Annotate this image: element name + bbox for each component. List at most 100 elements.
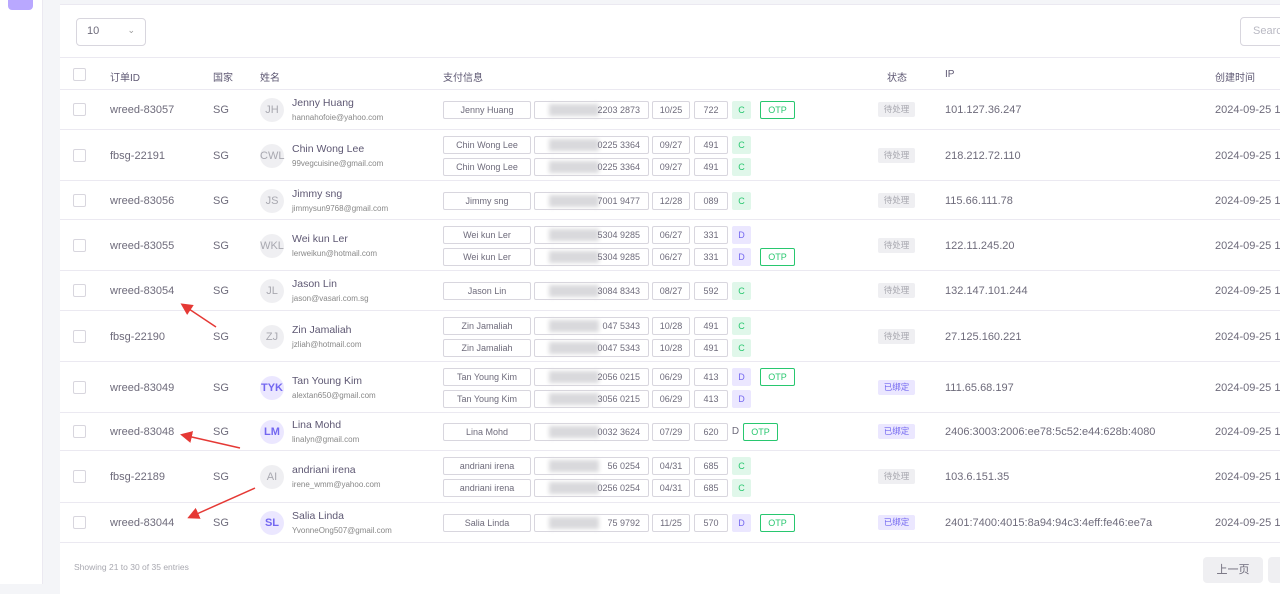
card-number: 56 0254 [534, 457, 649, 475]
payment-line: andriani irena 56 0254 04/31 685 C [60, 457, 860, 475]
customer-email: jason@vasari.com.sg [292, 294, 369, 303]
row-checkbox[interactable] [73, 470, 86, 483]
order-id[interactable]: wreed-83056 [110, 194, 175, 207]
card-expiry: 09/27 [652, 157, 690, 176]
card-expiry: 09/27 [652, 135, 690, 154]
card-holder: Chin Wong Lee [443, 157, 531, 176]
country: SG [213, 104, 229, 116]
row-checkbox[interactable] [73, 238, 86, 252]
card-holder: Wei kun Ler [443, 225, 531, 244]
avatar: JL [260, 279, 284, 303]
card-cvv: 413 [694, 367, 728, 386]
order-id[interactable]: wreed-83057 [110, 104, 175, 116]
card-cvv: 685 [694, 479, 728, 497]
order-id[interactable]: fbsg-22190 [110, 330, 166, 343]
row-checkbox[interactable] [73, 425, 86, 438]
header-order-id[interactable]: 订单ID [110, 73, 140, 84]
customer-name: Jimmy sng [292, 187, 343, 200]
card-expiry: 10/28 [652, 316, 690, 335]
header-name[interactable]: 姓名 [260, 73, 280, 84]
card-expiry: 10/28 [652, 338, 690, 357]
customer-name: Chin Wong Lee [292, 142, 365, 155]
payment-line: Wei kun Ler 5304 9285 06/27 331 D [60, 225, 860, 244]
row-checkbox[interactable] [73, 193, 86, 207]
order-id[interactable]: wreed-83049 [110, 381, 175, 394]
card-cvv: 331 [694, 247, 728, 266]
otp-badge[interactable]: OTP [760, 514, 795, 532]
header-country[interactable]: 国家 [213, 73, 233, 84]
card-number: 0225 3364 [534, 157, 649, 176]
table-row: wreed-83057 SG JH Jenny Huang hannahofoie@ya… [60, 90, 1280, 130]
otp-badge[interactable]: OTP [760, 247, 795, 266]
ip-address: 103.6.151.35 [945, 471, 1010, 483]
payment-line: Jenny Huang 2203 2873 10/25 722 C OTP [60, 101, 860, 119]
card-number-visible: 5304 9285 [597, 251, 640, 262]
header-payment[interactable]: 支付信息 [443, 73, 483, 84]
order-id[interactable]: wreed-83054 [110, 285, 175, 297]
masked-digits [549, 228, 599, 241]
card-holder: Chin Wong Lee [443, 135, 531, 154]
sidebar-button[interactable] [8, 0, 33, 10]
row-checkbox[interactable] [73, 380, 86, 394]
card-expiry: 11/25 [652, 514, 690, 532]
search-input[interactable]: Search [1240, 17, 1280, 46]
card-expiry: 08/27 [652, 282, 690, 300]
avatar: CWL [260, 143, 284, 168]
avatar: ZJ [260, 324, 284, 349]
order-id[interactable]: wreed-83048 [110, 426, 175, 438]
annotation-arrow [180, 303, 217, 328]
ip-address: 101.127.36.247 [945, 104, 1022, 116]
card-type-badge: C [732, 457, 751, 475]
table-row: fbsg-22191 SG CWL Chin Wong Lee 99vegcuisine… [60, 130, 1280, 181]
created-time: 2024-09-25 1 [1215, 104, 1280, 116]
card-expiry: 12/28 [652, 191, 690, 210]
order-id[interactable]: wreed-83044 [110, 517, 175, 529]
card-cvv: 491 [694, 316, 728, 335]
select-all-checkbox[interactable] [73, 68, 86, 81]
card-type-badge: D [732, 367, 751, 386]
avatar: JH [260, 98, 284, 122]
row-checkbox[interactable] [73, 516, 86, 529]
customer-name: Wei kun Ler [292, 232, 348, 245]
status-badge: 待处理 [878, 237, 915, 253]
status-badge: 待处理 [878, 469, 915, 484]
card-number: 3056 0215 [534, 389, 649, 408]
payment-line: Lina Mohd 0032 3624 07/29 620 D OTP [60, 423, 860, 441]
ip-address: 122.11.245.20 [945, 239, 1015, 252]
card-number: 5304 9285 [534, 247, 649, 266]
ip-address: 132.147.101.244 [945, 285, 1028, 297]
order-id[interactable]: wreed-83055 [110, 239, 175, 252]
card-number-visible: 3084 8343 [597, 286, 640, 296]
header-created[interactable]: 创建时间 [1215, 73, 1255, 84]
table-header: 订单ID 国家 姓名 支付信息 状态 IP 创建时间 [60, 57, 1280, 90]
otp-badge[interactable]: OTP [760, 101, 795, 119]
otp-badge[interactable]: OTP [743, 423, 778, 441]
status-badge: 待处理 [878, 192, 915, 208]
otp-badge[interactable]: OTP [760, 367, 795, 386]
next-page-button[interactable] [1268, 557, 1280, 583]
row-checkbox[interactable] [73, 329, 86, 343]
row-checkbox[interactable] [73, 284, 86, 297]
card-type-badge: C [732, 157, 751, 176]
country: SG [213, 426, 229, 438]
card-cvv: 491 [694, 157, 728, 176]
card-type-badge: C [732, 101, 751, 119]
card-cvv: 722 [694, 101, 728, 119]
payment-line: andriani irena 0256 0254 04/31 685 C [60, 479, 860, 497]
row-checkbox[interactable] [73, 103, 86, 116]
prev-page-button[interactable]: 上一页 [1203, 557, 1263, 583]
order-id[interactable]: fbsg-22189 [110, 471, 166, 483]
masked-digits [549, 138, 599, 151]
status-badge: 待处理 [878, 283, 915, 298]
header-status[interactable]: 状态 [887, 73, 907, 84]
table-row: wreed-83048 SG LM Lina Mohd linalyn@gmail.co… [60, 413, 1280, 451]
card-number: 7001 9477 [534, 191, 649, 210]
order-id[interactable]: fbsg-22191 [110, 149, 166, 162]
card-cvv: 620 [694, 423, 728, 441]
sidebar [0, 0, 43, 584]
page-length-select[interactable]: 10 ⌄ [76, 18, 146, 46]
country: SG [213, 285, 229, 297]
header-ip[interactable]: IP [945, 69, 955, 80]
row-checkbox[interactable] [73, 148, 86, 162]
